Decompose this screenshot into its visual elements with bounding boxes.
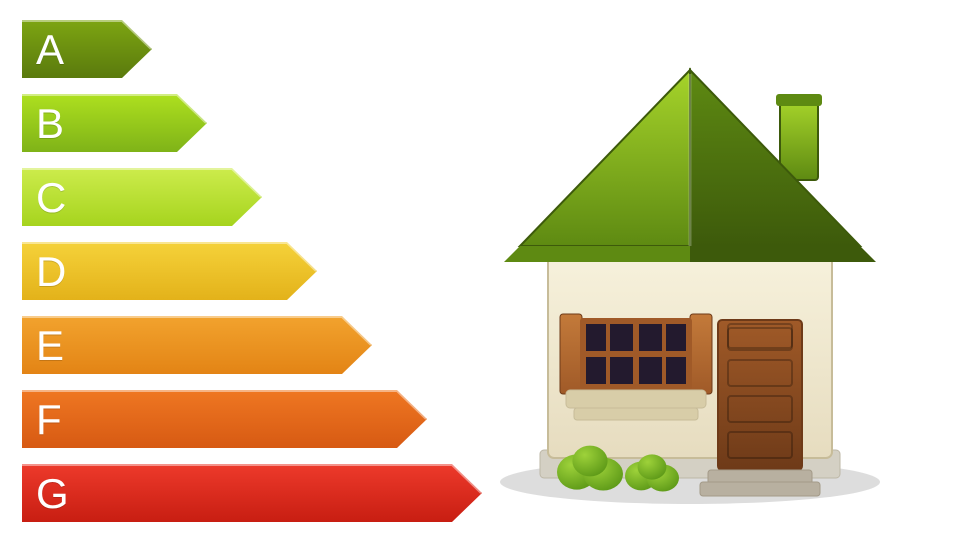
rating-letter: E bbox=[36, 322, 64, 370]
rating-bar-shape bbox=[22, 464, 482, 522]
house-illustration bbox=[480, 30, 900, 510]
rating-letter: D bbox=[36, 248, 66, 296]
rating-letter: C bbox=[36, 174, 66, 222]
rating-letter: F bbox=[36, 396, 62, 444]
rating-letter: A bbox=[36, 26, 64, 74]
house-icon bbox=[480, 30, 900, 510]
infographic-stage: ABCDEFG bbox=[0, 0, 960, 539]
rating-bar-shape bbox=[22, 316, 372, 374]
rating-bar-shape bbox=[22, 390, 427, 448]
rating-letter: B bbox=[36, 100, 64, 148]
rating-letter: G bbox=[36, 470, 69, 518]
